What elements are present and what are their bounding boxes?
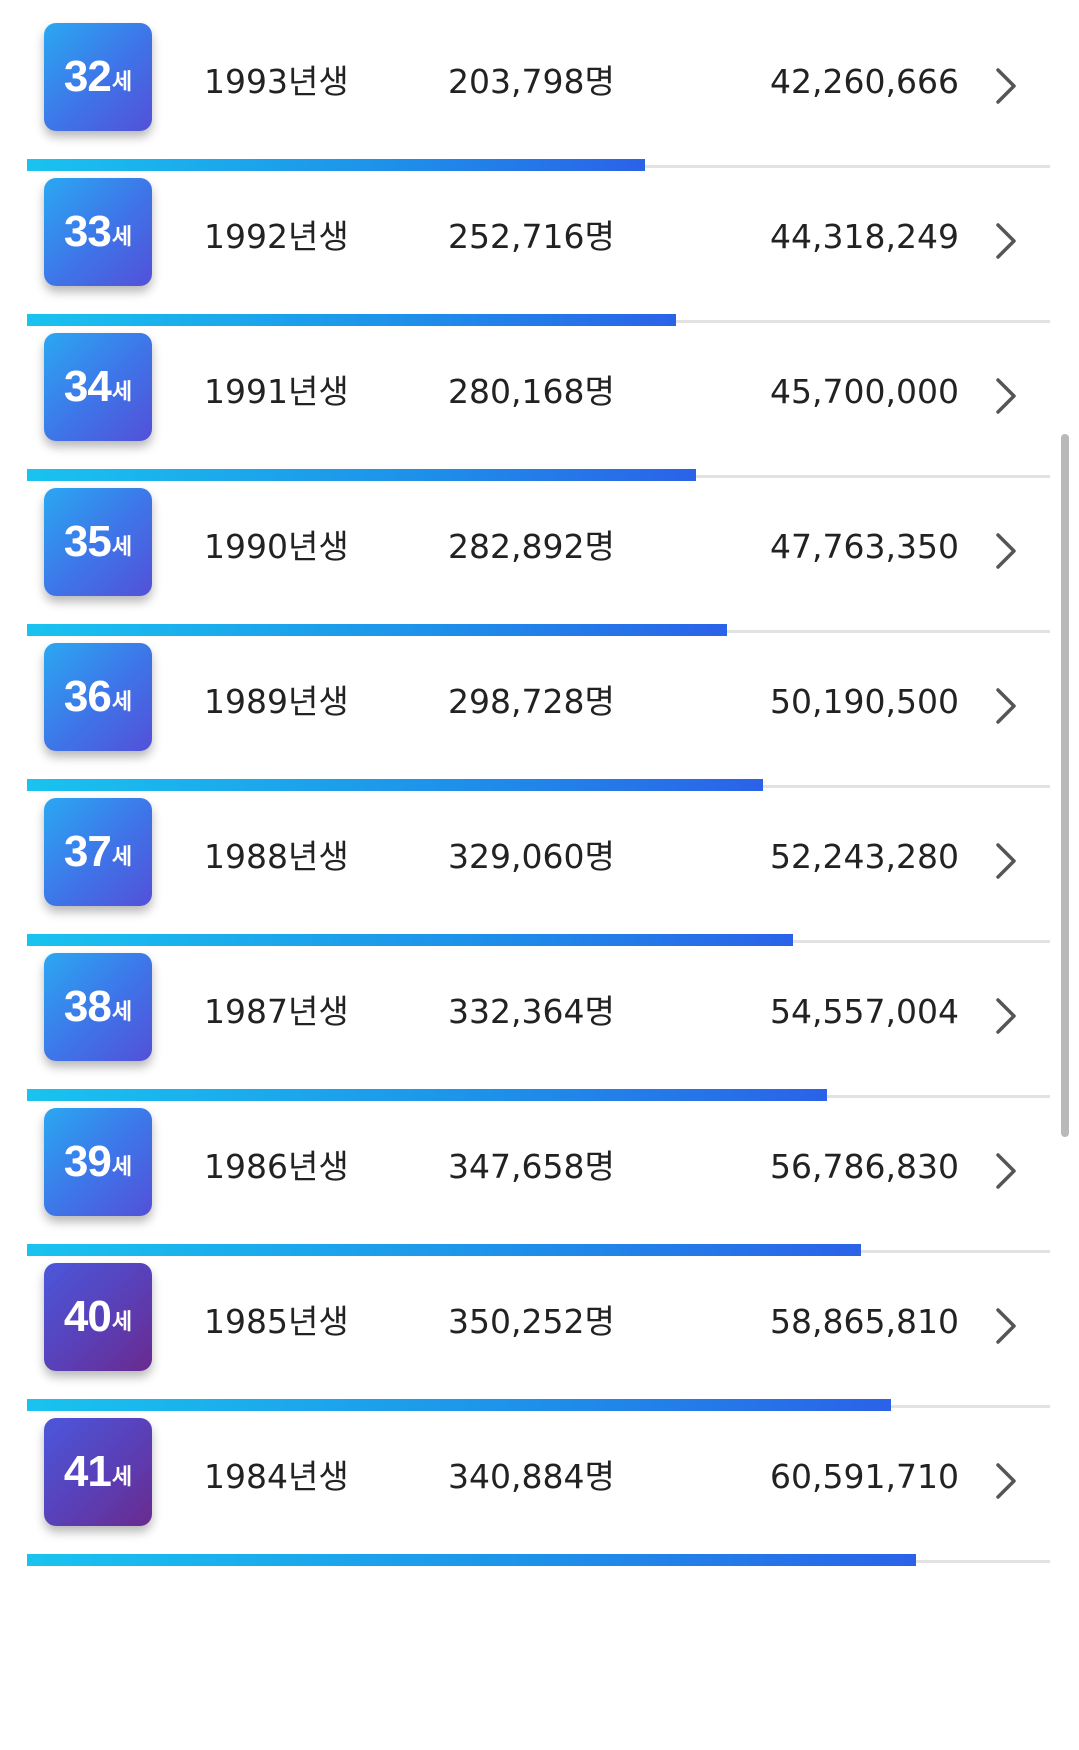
birth-year: 1993년생 (204, 62, 349, 101)
people-count: 350,252명 (448, 1302, 615, 1341)
list-item[interactable]: 35 세 1990년생 282,892명 47,763,350 (0, 465, 1079, 637)
age-number: 41 (63, 1447, 112, 1496)
people-count: 298,728명 (448, 682, 615, 721)
chevron-right-icon[interactable] (988, 839, 1024, 883)
average-amount: 50,190,500 (770, 682, 959, 721)
birth-year: 1985년생 (204, 1302, 349, 1341)
list-item[interactable]: 34 세 1991년생 280,168명 45,700,000 (0, 310, 1079, 482)
birth-year: 1991년생 (204, 372, 349, 411)
list-item[interactable]: 32 세 1993년생 203,798명 42,260,666 (0, 0, 1079, 172)
list-item[interactable]: 39 세 1986년생 347,658명 56,786,830 (0, 1085, 1079, 1257)
age-badge: 33 세 (44, 178, 152, 286)
age-badge: 41 세 (44, 1418, 152, 1526)
age-unit: 세 (111, 70, 133, 95)
age-unit: 세 (111, 225, 133, 250)
people-count: 280,168명 (448, 372, 615, 411)
age-unit: 세 (111, 1465, 133, 1490)
age-unit: 세 (111, 1310, 133, 1335)
chevron-right-icon[interactable] (988, 1304, 1024, 1348)
birth-year: 1986년생 (204, 1147, 349, 1186)
birth-year: 1990년생 (204, 527, 349, 566)
progress-bar-fill (27, 469, 696, 481)
progress-bar-fill (27, 159, 645, 171)
progress-bar-fill (27, 1399, 891, 1411)
list-item[interactable]: 33 세 1992년생 252,716명 44,318,249 (0, 155, 1079, 327)
people-count: 329,060명 (448, 837, 615, 876)
age-badge: 35 세 (44, 488, 152, 596)
list-item[interactable]: 37 세 1988년생 329,060명 52,243,280 (0, 775, 1079, 947)
age-unit: 세 (111, 845, 133, 870)
age-number: 38 (63, 982, 112, 1031)
people-count: 340,884명 (448, 1457, 615, 1496)
age-badge: 39 세 (44, 1108, 152, 1216)
birth-year: 1987년생 (204, 992, 349, 1031)
list-item[interactable]: 38 세 1987년생 332,364명 54,557,004 (0, 930, 1079, 1102)
list-item[interactable]: 40 세 1985년생 350,252명 58,865,810 (0, 1240, 1079, 1412)
age-badge: 32 세 (44, 23, 152, 131)
age-number: 32 (63, 52, 112, 101)
age-unit: 세 (111, 690, 133, 715)
age-badge: 34 세 (44, 333, 152, 441)
average-amount: 52,243,280 (770, 837, 959, 876)
average-amount: 60,591,710 (770, 1457, 959, 1496)
average-amount: 47,763,350 (770, 527, 959, 566)
age-badge: 40 세 (44, 1263, 152, 1371)
age-unit: 세 (111, 535, 133, 560)
age-number: 40 (63, 1292, 112, 1341)
chevron-right-icon[interactable] (988, 529, 1024, 573)
age-unit: 세 (111, 380, 133, 405)
age-number: 34 (63, 362, 112, 411)
progress-bar-fill (27, 314, 676, 326)
age-number: 33 (63, 207, 112, 256)
birth-year: 1992년생 (204, 217, 349, 256)
chevron-right-icon[interactable] (988, 219, 1024, 263)
age-number: 36 (63, 672, 112, 721)
people-count: 282,892명 (448, 527, 615, 566)
people-count: 332,364명 (448, 992, 615, 1031)
people-count: 203,798명 (448, 62, 615, 101)
average-amount: 44,318,249 (770, 217, 959, 256)
people-count: 252,716명 (448, 217, 615, 256)
list-item[interactable]: 36 세 1989년생 298,728명 50,190,500 (0, 620, 1079, 792)
chevron-right-icon[interactable] (988, 994, 1024, 1038)
progress-bar-fill (27, 1554, 916, 1566)
chevron-right-icon[interactable] (988, 374, 1024, 418)
chevron-right-icon[interactable] (988, 684, 1024, 728)
age-badge: 37 세 (44, 798, 152, 906)
age-badge: 36 세 (44, 643, 152, 751)
chevron-right-icon[interactable] (988, 1459, 1024, 1503)
birth-year: 1988년생 (204, 837, 349, 876)
average-amount: 58,865,810 (770, 1302, 959, 1341)
age-badge: 38 세 (44, 953, 152, 1061)
average-amount: 42,260,666 (770, 62, 959, 101)
list-item[interactable]: 41 세 1984년생 340,884명 60,591,710 (0, 1395, 1079, 1567)
chevron-right-icon[interactable] (988, 1149, 1024, 1193)
age-number: 35 (63, 517, 112, 566)
average-amount: 54,557,004 (770, 992, 959, 1031)
birth-year: 1984년생 (204, 1457, 349, 1496)
progress-bar-fill (27, 934, 793, 946)
age-number: 37 (63, 827, 112, 876)
progress-bar-fill (27, 624, 727, 636)
people-count: 347,658명 (448, 1147, 615, 1186)
average-amount: 45,700,000 (770, 372, 959, 411)
birth-year: 1989년생 (204, 682, 349, 721)
progress-bar-fill (27, 779, 763, 791)
age-unit: 세 (111, 1000, 133, 1025)
average-amount: 56,786,830 (770, 1147, 959, 1186)
age-number: 39 (63, 1137, 112, 1186)
age-unit: 세 (111, 1155, 133, 1180)
scrollbar[interactable] (1061, 434, 1069, 1137)
progress-bar-fill (27, 1089, 827, 1101)
progress-bar-fill (27, 1244, 861, 1256)
chevron-right-icon[interactable] (988, 64, 1024, 108)
